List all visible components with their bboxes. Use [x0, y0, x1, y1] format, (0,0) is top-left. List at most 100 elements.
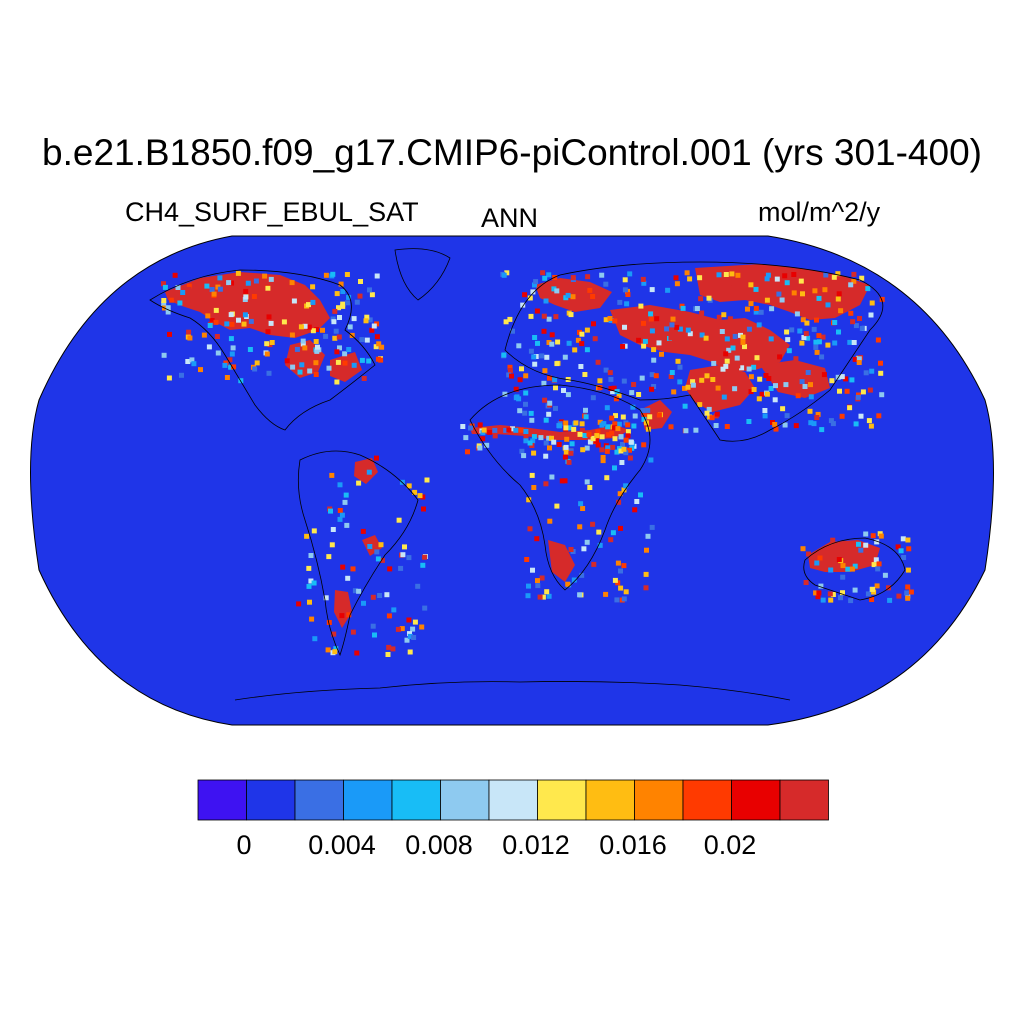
speckle [562, 354, 568, 360]
speckle [788, 375, 793, 381]
speckle [314, 327, 320, 332]
speckle [868, 312, 874, 318]
speckle [599, 422, 605, 428]
speckle [631, 382, 637, 387]
speckle [748, 282, 754, 288]
speckle [693, 427, 699, 433]
colorbar-tick-3: 0.012 [502, 830, 570, 860]
speckle [532, 361, 538, 367]
speckle [772, 397, 778, 403]
speckle [337, 482, 343, 488]
speckle [619, 460, 625, 465]
speckle [336, 334, 342, 340]
speckle [205, 313, 211, 319]
speckle [715, 385, 721, 391]
speckle [815, 594, 821, 600]
speckle [849, 566, 855, 572]
speckle [782, 273, 788, 279]
speckle [337, 345, 342, 351]
speckle [369, 327, 375, 333]
speckle [751, 387, 757, 392]
speckle [543, 453, 549, 459]
speckle [241, 321, 247, 327]
speckle [905, 584, 911, 590]
speckle [568, 312, 574, 318]
speckle [568, 450, 574, 456]
speckle [226, 280, 232, 286]
speckle [852, 356, 858, 362]
speckle [863, 542, 869, 548]
speckle [839, 413, 845, 419]
speckle [622, 324, 627, 330]
speckle [503, 319, 509, 325]
speckle [659, 351, 664, 357]
speckle [643, 585, 649, 591]
speckle [677, 364, 683, 370]
speckle [407, 633, 413, 639]
speckle [566, 340, 572, 346]
colorbar-tick-2: 0.008 [405, 830, 473, 860]
south-america-emission [354, 458, 378, 484]
speckle [641, 416, 647, 422]
speckle [231, 364, 237, 370]
speckle [300, 341, 306, 347]
speckle [407, 649, 413, 655]
southern-africa-emission [548, 540, 575, 582]
speckle [597, 385, 603, 391]
speckle [264, 341, 270, 347]
speckle [323, 595, 329, 601]
speckle [649, 524, 655, 530]
speckle [523, 401, 528, 407]
speckle [350, 629, 356, 635]
speckle [735, 272, 741, 278]
speckle [406, 617, 412, 623]
speckle [730, 345, 736, 351]
speckle [527, 526, 533, 532]
speckle [840, 590, 845, 596]
speckle [645, 533, 651, 539]
speckle [422, 554, 428, 560]
speckle [283, 279, 289, 285]
speckle [838, 308, 844, 314]
speckle [642, 313, 648, 319]
speckle [870, 533, 876, 539]
speckle [866, 418, 872, 424]
speckle [713, 423, 719, 428]
speckle [529, 417, 535, 423]
speckle [711, 360, 717, 366]
speckle [337, 516, 343, 522]
speckle [186, 286, 192, 292]
speckle [784, 280, 790, 286]
speckle [850, 319, 856, 325]
speckle [800, 546, 806, 552]
speckle [370, 594, 376, 600]
colorbar-box-11 [731, 779, 781, 821]
speckle [855, 394, 861, 400]
speckle [606, 432, 612, 438]
speckle [306, 565, 312, 571]
speckle [896, 593, 902, 599]
speckle [565, 392, 571, 398]
speckle [420, 562, 426, 568]
speckle [746, 366, 752, 372]
speckle [248, 313, 254, 319]
speckle [209, 287, 215, 292]
speckle [640, 408, 646, 413]
speckle [624, 301, 630, 307]
speckle [768, 386, 774, 391]
speckle [568, 547, 574, 552]
speckle [366, 469, 372, 475]
speckle [610, 530, 616, 536]
speckle [524, 557, 530, 562]
speckle [367, 287, 372, 293]
speckle [570, 294, 576, 300]
speckle [605, 424, 611, 430]
speckle [865, 591, 871, 597]
speckle [535, 578, 540, 584]
speckle [863, 531, 869, 537]
speckle [825, 302, 831, 308]
speckle [252, 366, 258, 372]
speckle [900, 536, 906, 542]
speckle [723, 272, 729, 277]
speckle [591, 321, 596, 327]
